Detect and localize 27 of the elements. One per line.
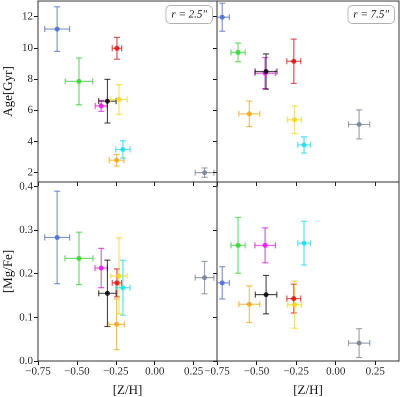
y-tick-label: 10 <box>22 42 34 54</box>
x-tick-label: −0.25 <box>103 366 130 378</box>
y-tick-label: 2 <box>28 166 33 179</box>
y-tick-label: 6 <box>28 104 34 116</box>
y-tick-label: 0.2 <box>19 268 33 280</box>
y-axis-title: [Mg/Fe] <box>0 250 15 294</box>
x-tick-label: 0.25 <box>184 366 204 378</box>
x-axis-title: [Z/H] <box>293 382 323 397</box>
y-tick-label: 0.1 <box>19 311 33 324</box>
y-tick-label: 4 <box>28 135 34 148</box>
x-tick-label: −0.50 <box>244 366 270 378</box>
annotation: r = 7.5" <box>353 8 390 20</box>
x-tick-label: 0.25 <box>366 366 386 378</box>
y-axis-title: Age[Gyr] <box>0 66 15 117</box>
y-tick-label: 0.4 <box>19 180 34 192</box>
x-axis-title: [Z/H] <box>112 382 142 397</box>
x-tick-label: −0.75 <box>25 366 52 378</box>
x-tick-label: −0.25 <box>283 366 310 378</box>
y-tick-label: 0.0 <box>19 355 34 367</box>
x-tick-label: −0.50 <box>64 366 90 378</box>
annotation: r = 2.5" <box>171 8 208 20</box>
y-tick-label: 12 <box>22 10 33 23</box>
y-tick-label: 8 <box>28 73 34 86</box>
x-tick-label: 0.00 <box>145 366 165 378</box>
x-tick-label: −0.75 <box>204 366 230 378</box>
x-tick-label: 0.00 <box>326 366 346 378</box>
y-tick-label: 0.3 <box>19 224 34 236</box>
